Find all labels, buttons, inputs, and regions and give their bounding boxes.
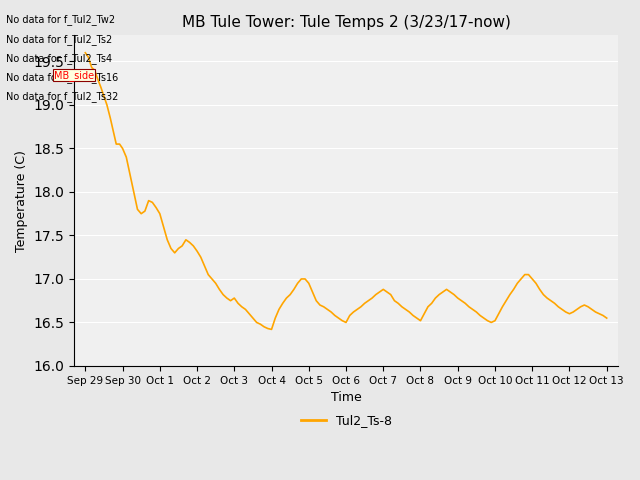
Text: No data for f_Tul2_Ts4: No data for f_Tul2_Ts4 (6, 53, 113, 64)
Y-axis label: Temperature (C): Temperature (C) (15, 150, 28, 252)
X-axis label: Time: Time (331, 391, 362, 404)
Text: No data for f_Tul2_Ts2: No data for f_Tul2_Ts2 (6, 34, 113, 45)
Text: No data for f_Tul2_Ts16: No data for f_Tul2_Ts16 (6, 72, 118, 83)
Text: No data for f_Tul2_Tw2: No data for f_Tul2_Tw2 (6, 14, 116, 25)
Text: MB_side: MB_side (54, 70, 95, 81)
Legend: Tul2_Ts-8: Tul2_Ts-8 (296, 409, 397, 432)
Title: MB Tule Tower: Tule Temps 2 (3/23/17-now): MB Tule Tower: Tule Temps 2 (3/23/17-now… (182, 15, 511, 30)
Text: No data for f_Tul2_Ts32: No data for f_Tul2_Ts32 (6, 91, 119, 102)
